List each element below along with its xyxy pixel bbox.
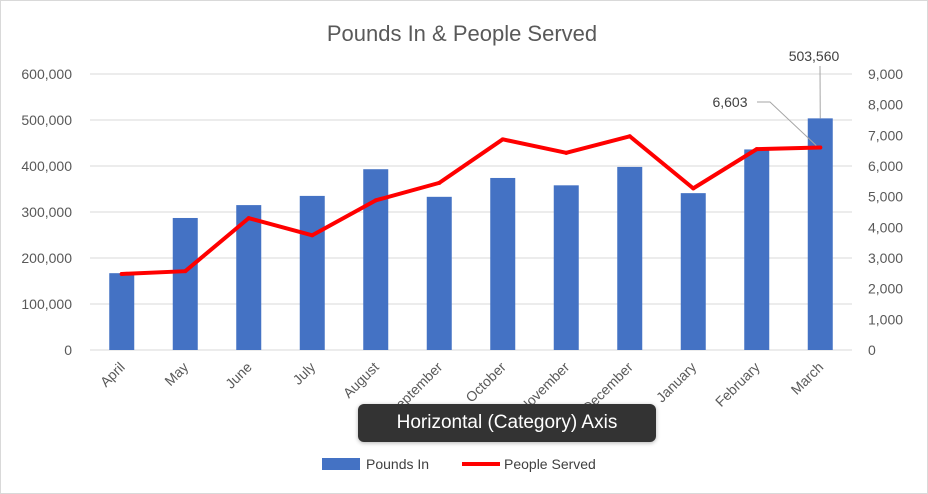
category-label-january: January — [653, 359, 700, 406]
primary-vertical-axis[interactable]: 0 100,000 200,000 300,000 400,000 500,000 600,… — [21, 66, 72, 358]
left-axis-tick-label: 0 — [64, 342, 72, 358]
line-point-june[interactable] — [246, 216, 251, 221]
right-axis-tick-label: 1,000 — [868, 311, 903, 327]
category-label-august: August — [340, 359, 382, 401]
right-axis-tick-label: 8,000 — [868, 97, 903, 113]
bar-january[interactable] — [680, 193, 706, 350]
left-axis-tick-label: 300,000 — [21, 204, 72, 220]
bar-december[interactable] — [617, 166, 643, 350]
people-served-series[interactable] — [119, 134, 823, 276]
data-label-pounds-march[interactable]: 503,560 — [789, 48, 840, 64]
secondary-vertical-axis[interactable]: 0 1,000 2,000 3,000 4,000 5,000 6,000 7,000 8,00… — [868, 66, 903, 358]
line-point-march[interactable] — [818, 145, 823, 150]
bar-april[interactable] — [109, 273, 135, 350]
category-label-june: June — [222, 359, 255, 392]
bar-july[interactable] — [299, 195, 325, 350]
left-axis-tick-label: 100,000 — [21, 296, 72, 312]
right-axis-tick-label: 4,000 — [868, 219, 903, 235]
right-axis-tick-label: 7,000 — [868, 127, 903, 143]
data-label-people-march[interactable]: 6,603 — [712, 94, 747, 110]
right-axis-tick-label: 2,000 — [868, 281, 903, 297]
bar-march[interactable] — [807, 118, 833, 350]
bar-june[interactable] — [236, 205, 262, 350]
bar-october[interactable] — [490, 177, 516, 350]
category-label-march: March — [788, 359, 827, 398]
bar-may[interactable] — [172, 217, 198, 350]
category-label-april: April — [97, 359, 128, 390]
chart-title[interactable]: Pounds In & People Served — [327, 21, 597, 46]
legend-swatch-pounds-in — [322, 458, 360, 470]
line-point-july[interactable] — [310, 233, 315, 238]
axis-tooltip: Horizontal (Category) Axis — [358, 404, 656, 442]
data-labels[interactable]: 503,560 6,603 — [712, 48, 840, 146]
left-axis-tick-label: 600,000 — [21, 66, 72, 82]
bar-november[interactable] — [553, 185, 579, 350]
axis-tooltip-text: Horizontal (Category) Axis — [396, 412, 618, 433]
line-point-december[interactable] — [627, 134, 632, 139]
line-point-august[interactable] — [373, 198, 378, 203]
people-served-line[interactable] — [119, 134, 823, 276]
bar-february[interactable] — [744, 149, 770, 350]
left-axis-tick-label: 500,000 — [21, 112, 72, 128]
category-label-february: February — [712, 359, 763, 410]
category-label-may: May — [161, 359, 191, 389]
right-axis-tick-label: 3,000 — [868, 250, 903, 266]
right-axis-tick-label: 6,000 — [868, 158, 903, 174]
right-axis-tick-label: 5,000 — [868, 189, 903, 205]
leader-line — [757, 101, 817, 146]
line-point-january[interactable] — [691, 186, 696, 191]
line-point-february[interactable] — [754, 147, 759, 152]
legend-label-people-served[interactable]: People Served — [504, 456, 596, 472]
legend-label-pounds-in[interactable]: Pounds In — [366, 456, 429, 472]
line-point-may[interactable] — [183, 269, 188, 274]
gridlines — [90, 73, 852, 351]
line-point-april[interactable] — [119, 271, 124, 276]
right-axis-tick-label: 0 — [868, 342, 876, 358]
right-axis-tick-label: 9,000 — [868, 66, 903, 82]
category-label-july: July — [289, 359, 318, 388]
bar-september[interactable] — [426, 196, 452, 350]
line-point-november[interactable] — [564, 150, 569, 155]
pounds-in-bars[interactable] — [109, 118, 833, 350]
category-label-october: October — [462, 359, 509, 406]
left-axis-tick-label: 400,000 — [21, 158, 72, 174]
line-point-september[interactable] — [437, 180, 442, 185]
legend[interactable]: Pounds In People Served — [322, 456, 596, 472]
line-point-october[interactable] — [500, 137, 505, 142]
left-axis-tick-label: 200,000 — [21, 250, 72, 266]
